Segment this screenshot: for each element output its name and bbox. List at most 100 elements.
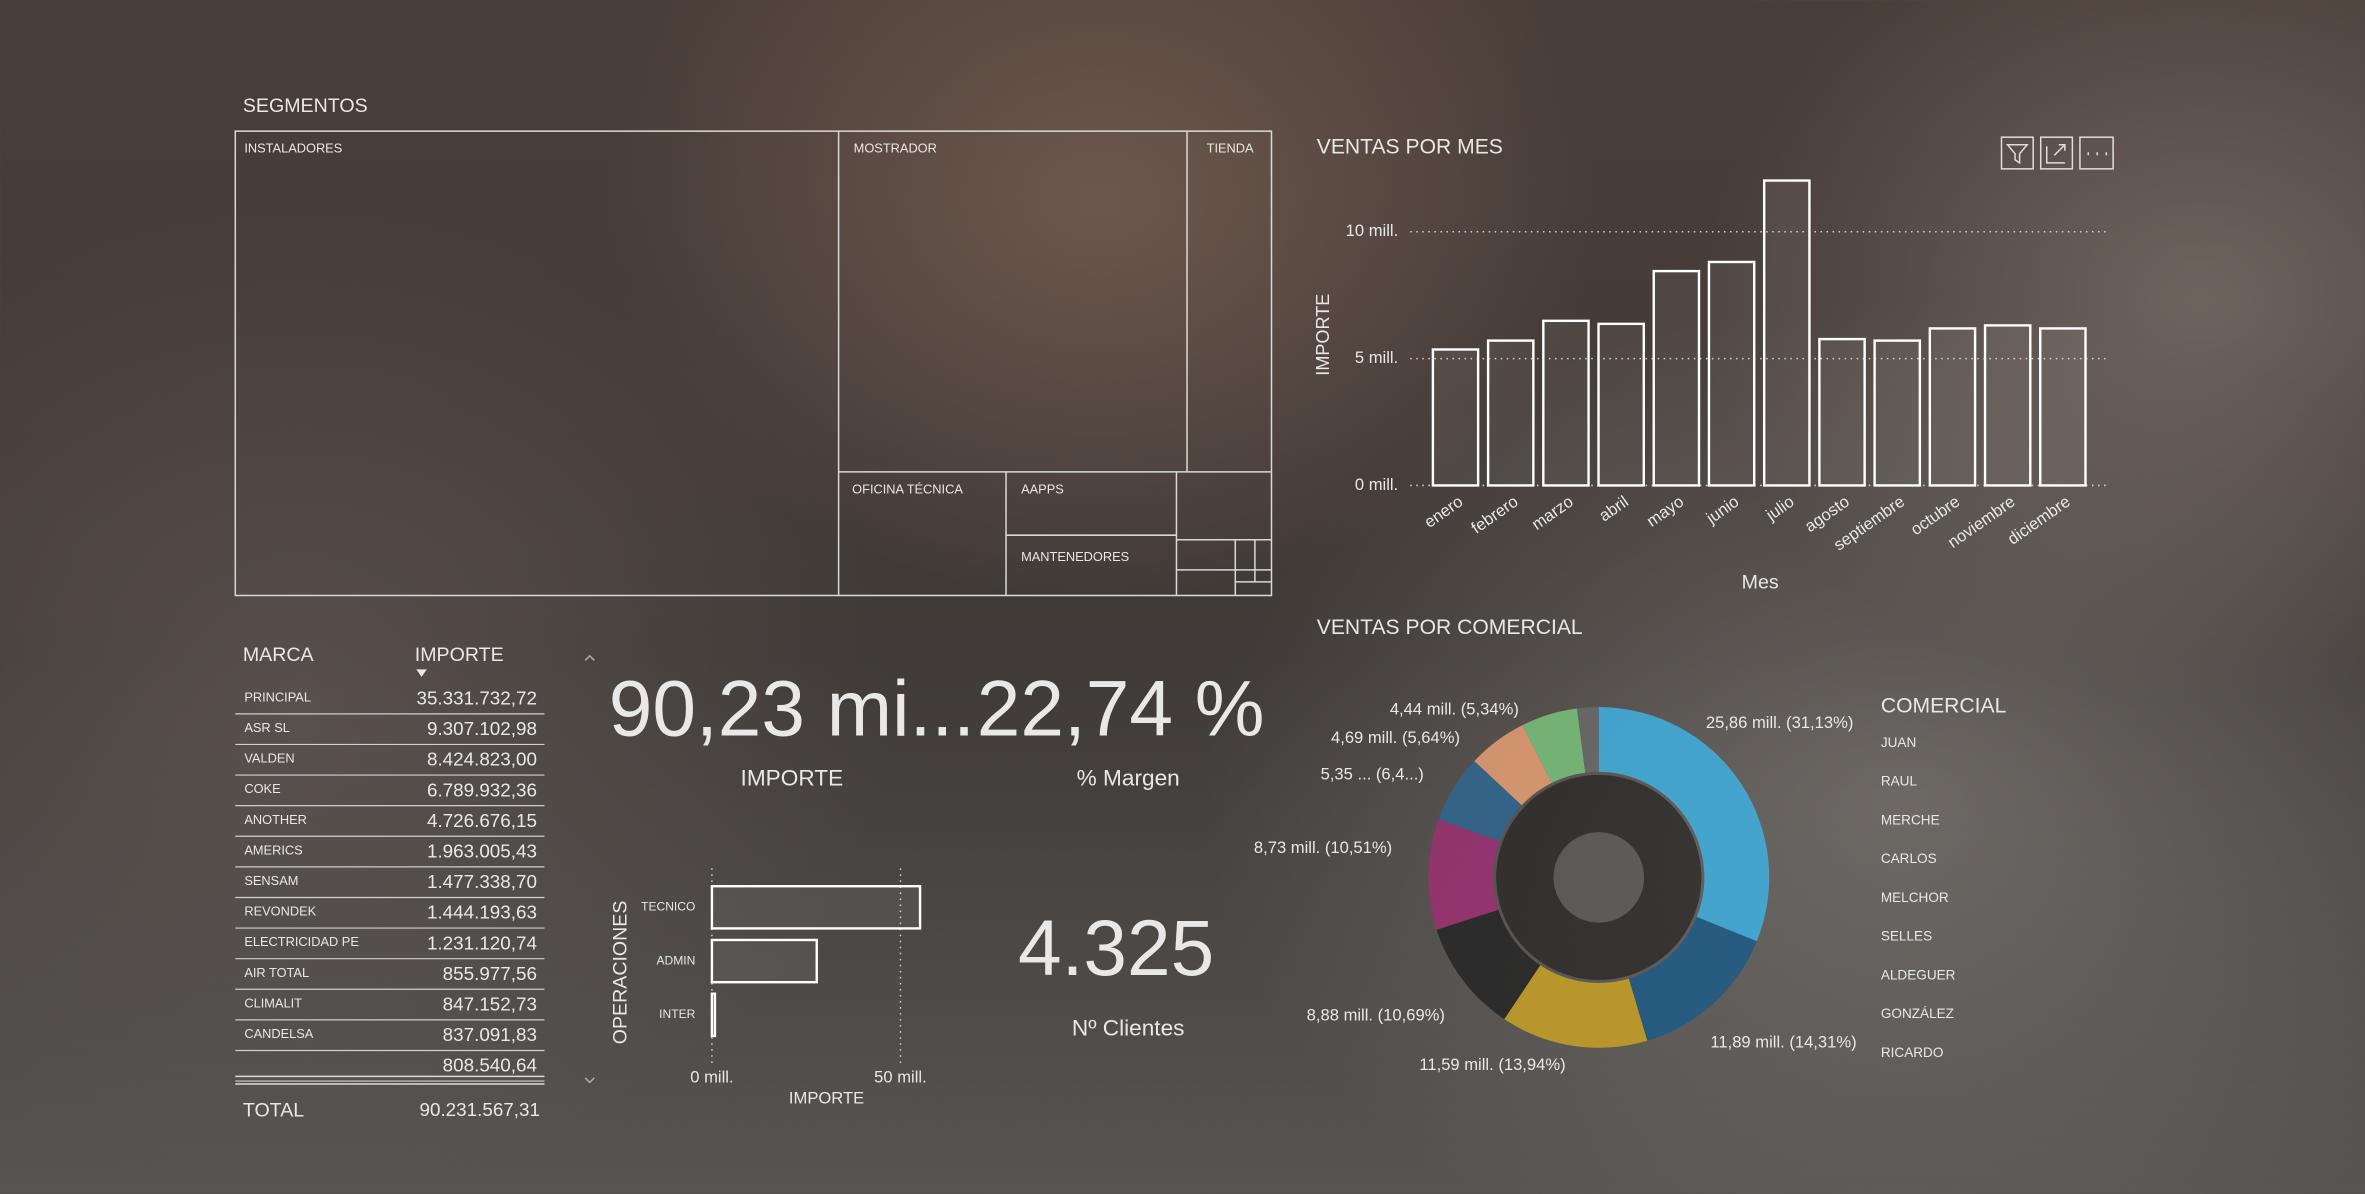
y-tick-label: 10 mill. bbox=[1346, 221, 1399, 240]
x-tick-label: julio bbox=[1762, 492, 1798, 525]
bar bbox=[1431, 348, 1480, 487]
legend-entry: GONZÁLEZ bbox=[1881, 1006, 1954, 1021]
table-brand: CLIMALIT bbox=[244, 995, 302, 1010]
filter-icon[interactable] bbox=[2000, 136, 2034, 170]
table-brand: ASR SL bbox=[244, 720, 290, 735]
legend-entry: MELCHOR bbox=[1881, 890, 1949, 905]
x-tick-label: 0 mill. bbox=[690, 1067, 733, 1086]
data-label: 4,69 mill. (5,64%) bbox=[1331, 728, 1460, 747]
legend-entry: SELLES bbox=[1881, 929, 1932, 944]
bar bbox=[1542, 319, 1590, 487]
data-label: 8,88 mill. (10,69%) bbox=[1307, 1005, 1445, 1024]
treemap-title: SEGMENTOS bbox=[243, 95, 368, 117]
table-total-value: 90.231.567,31 bbox=[420, 1099, 540, 1120]
donut-segment bbox=[1428, 819, 1500, 930]
table-amount: 847.152,73 bbox=[443, 994, 537, 1015]
bar bbox=[1928, 327, 1977, 487]
treemap-node: AAPPS bbox=[1021, 481, 1064, 496]
kpi-label: IMPORTE bbox=[741, 765, 844, 790]
kpi-value: 22,74 % bbox=[977, 664, 1265, 752]
data-label: 11,59 mill. (13,94%) bbox=[1419, 1055, 1565, 1074]
table-brand: AIR TOTAL bbox=[244, 965, 309, 980]
y-tick-label: INTER bbox=[659, 1007, 695, 1021]
chart-title: VENTAS POR MES bbox=[1317, 135, 1503, 158]
table-brand: VALDEN bbox=[244, 751, 294, 766]
y-tick-label: ADMIN bbox=[656, 953, 695, 967]
bar bbox=[1762, 179, 1811, 487]
table-total-label: TOTAL bbox=[243, 1099, 304, 1121]
donut-segment bbox=[1598, 707, 1770, 942]
x-tick-label: mayo bbox=[1643, 492, 1687, 531]
y-tick-label: TECNICO bbox=[641, 899, 695, 913]
data-label: 11,89 mill. (14,31%) bbox=[1710, 1033, 1856, 1052]
x-tick-label: 50 mill. bbox=[874, 1067, 927, 1086]
donut-segment bbox=[1474, 725, 1552, 806]
table-brand: ANOTHER bbox=[244, 812, 307, 827]
more-icon[interactable] bbox=[2079, 136, 2114, 170]
bar bbox=[1818, 337, 1866, 487]
kpi-label: Nº Clientes bbox=[1072, 1016, 1185, 1041]
scroll-arrows[interactable] bbox=[584, 654, 595, 1084]
bar bbox=[710, 884, 922, 930]
visual-header-icons bbox=[2000, 136, 2114, 170]
table-header: MARCA bbox=[243, 644, 315, 666]
x-axis-label: IMPORTE bbox=[789, 1088, 864, 1107]
donut-segment bbox=[1436, 909, 1541, 1020]
legend-title: COMERCIAL bbox=[1881, 695, 2007, 718]
donut-segment bbox=[1576, 707, 1599, 773]
table-header[interactable]: IMPORTE bbox=[415, 644, 504, 666]
table-amount: 4.726.676,15 bbox=[427, 810, 537, 831]
treemap-dividers bbox=[837, 131, 1272, 596]
treemap-node: INSTALADORES bbox=[244, 141, 342, 156]
table-amount: 808.540,64 bbox=[443, 1055, 537, 1076]
treemap-node: MOSTRADOR bbox=[854, 141, 937, 156]
bar bbox=[1652, 269, 1701, 487]
x-tick-label: abril bbox=[1595, 492, 1632, 526]
table-brand: CANDELSA bbox=[244, 1026, 313, 1041]
legend-entry: JUAN bbox=[1881, 735, 1916, 750]
focus-glyph bbox=[2045, 143, 2066, 164]
filter-glyph bbox=[2005, 143, 2029, 165]
y-tick-label: 0 mill. bbox=[1355, 475, 1398, 494]
legend-entry: ALDEGUER bbox=[1881, 967, 1956, 982]
treemap: INSTALADORES MOSTRADOR TIENDA OFICINA TÉ… bbox=[234, 130, 1273, 597]
focus-icon[interactable] bbox=[2039, 136, 2074, 170]
data-label: 25,86 mill. (31,13%) bbox=[1706, 713, 1853, 732]
legend-entry: CARLOS bbox=[1881, 851, 1937, 866]
table-amount: 837.091,83 bbox=[443, 1024, 537, 1045]
chart-title: VENTAS POR COMERCIAL bbox=[1317, 616, 1583, 639]
treemap-node: TIENDA bbox=[1207, 141, 1254, 156]
x-tick-label: enero bbox=[1421, 492, 1467, 532]
table-brand: AMERICS bbox=[244, 842, 302, 857]
bar bbox=[1597, 322, 1645, 487]
bar bbox=[710, 992, 717, 1038]
x-tick-label: junio bbox=[1702, 492, 1742, 528]
treemap-node: MANTENEDORES bbox=[1021, 549, 1129, 564]
table-amount: 9.307.102,98 bbox=[427, 718, 537, 739]
data-label: 8,73 mill. (10,51%) bbox=[1254, 838, 1392, 857]
legend-entry: MERCHE bbox=[1881, 812, 1940, 827]
table-brand: ELECTRICIDAD PE bbox=[244, 934, 359, 949]
x-tick-label: febrero bbox=[1468, 492, 1522, 538]
data-label: 4,44 mill. (5,34%) bbox=[1390, 699, 1519, 718]
treemap-node: OFICINA TÉCNICA bbox=[852, 481, 963, 496]
x-axis-label: Mes bbox=[1742, 572, 1779, 594]
table-amount: 35.331.732,72 bbox=[417, 688, 537, 709]
y-axis-label: OPERACIONES bbox=[610, 901, 632, 1045]
y-axis-label: IMPORTE bbox=[1313, 294, 1333, 376]
bar bbox=[1873, 339, 1922, 487]
sort-arrow bbox=[416, 669, 427, 677]
bar bbox=[710, 938, 818, 984]
x-tick-label: marzo bbox=[1528, 492, 1577, 534]
table-amount: 1.963.005,43 bbox=[427, 841, 537, 862]
donut-hole bbox=[1496, 774, 1702, 980]
data-label: 5,35 ... (6,4...) bbox=[1321, 764, 1424, 783]
donut-segment bbox=[1522, 708, 1586, 784]
table-brand: SENSAM bbox=[244, 873, 298, 888]
table-amount: 855.977,56 bbox=[443, 963, 537, 984]
legend-entry: RAUL bbox=[1881, 774, 1918, 789]
bar bbox=[1486, 339, 1535, 487]
table-brand: REVONDEK bbox=[244, 904, 316, 919]
